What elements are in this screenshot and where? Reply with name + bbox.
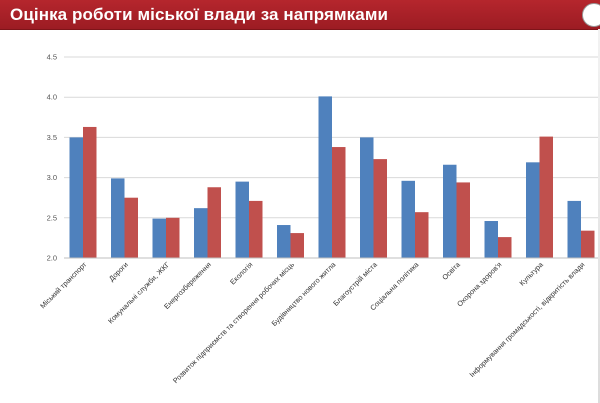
category-label: Міський транспорт: [38, 260, 89, 311]
bar-series-1: [443, 164, 457, 258]
bar-series-1: [360, 137, 374, 258]
bar-series-2: [166, 217, 180, 258]
y-tick-label: 3.0: [47, 173, 57, 182]
bar-series-1: [526, 162, 540, 258]
bar-series-1: [111, 178, 125, 258]
bar-series-1: [69, 137, 83, 258]
bar-series-1: [567, 200, 581, 258]
category-label: Культура: [517, 260, 544, 287]
bar-series-1: [277, 225, 291, 258]
bar-series-1: [484, 221, 498, 258]
category-label: Дороги: [107, 260, 130, 283]
bar-series-1: [401, 180, 415, 258]
bar-series-2: [290, 233, 304, 258]
y-tick-label: 2.0: [47, 254, 57, 263]
category-label: Освіта: [440, 260, 462, 282]
bar-series-2: [207, 187, 221, 258]
y-tick-label: 3.5: [47, 133, 57, 142]
bar-series-2: [373, 159, 387, 258]
bar-series-1: [235, 181, 249, 258]
bar-series-1: [318, 96, 332, 259]
bar-series-2: [415, 212, 429, 258]
bar-series-2: [124, 197, 138, 258]
bar-series-1: [152, 218, 166, 258]
page-title: Оцінка роботи міської влади за напрямкам…: [10, 5, 389, 24]
bar-chart: 2.0 2.5 3.0 3.5 4.0 4.5 Міський транспорт Доро…: [38, 53, 598, 385]
category-label: Охорона здоров'я: [455, 260, 503, 308]
page-edge: [598, 29, 600, 403]
bar-series-2: [456, 182, 470, 258]
bar-series-2: [249, 200, 263, 258]
y-axis: 2.0 2.5 3.0 3.5 4.0 4.5: [47, 53, 57, 263]
bar-series-2: [581, 230, 595, 258]
y-tick-label: 4.0: [47, 93, 57, 102]
bar-series-1: [194, 208, 208, 258]
bar-series-2: [539, 136, 553, 258]
slide-corner-icon: [582, 3, 600, 27]
category-label: Екологія: [228, 260, 254, 286]
bar-series-2: [83, 126, 97, 258]
y-tick-label: 2.5: [47, 213, 57, 222]
title-bar: Оцінка роботи міської влади за напрямкам…: [0, 0, 600, 30]
category-label: Благоустрій міста: [331, 260, 379, 308]
bars: [69, 96, 595, 259]
bar-series-2: [332, 147, 346, 258]
y-tick-label: 4.5: [47, 53, 57, 62]
bar-series-2: [498, 237, 512, 258]
